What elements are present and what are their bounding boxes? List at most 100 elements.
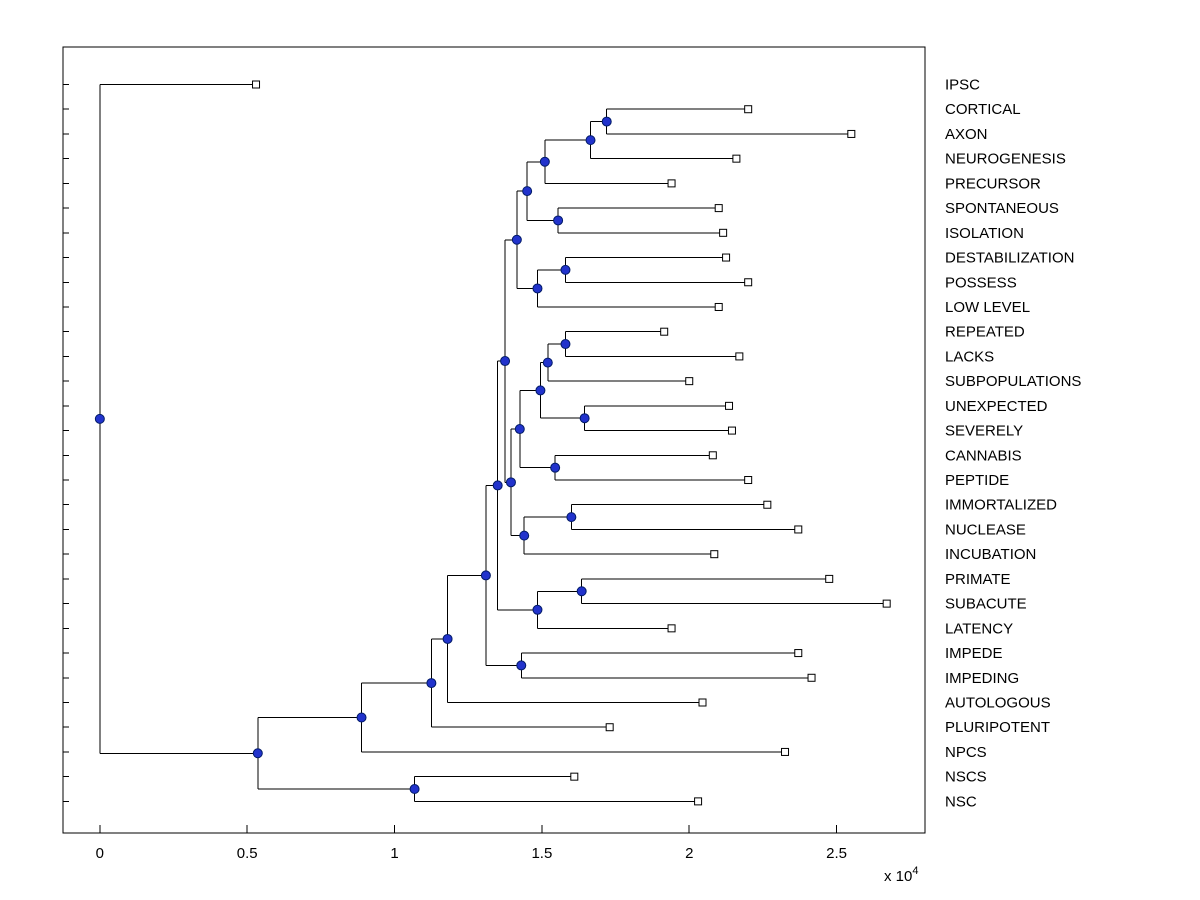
- leaf-marker: [714, 302, 723, 311]
- internal-node-marker: [409, 784, 420, 795]
- leaf-marker: [732, 154, 741, 163]
- leaf-label: CORTICAL: [945, 101, 1021, 118]
- x-tick-label: 2: [685, 845, 693, 862]
- leaf-marker: [685, 377, 694, 386]
- leaf-marker: [722, 253, 731, 262]
- leaf-label: PEPTIDE: [945, 472, 1009, 489]
- x-axis: 0 0.5 1 1.5 2 2.5 x 104: [96, 825, 918, 885]
- internal-node-marker: [252, 748, 263, 759]
- leaf-marker: [570, 772, 579, 781]
- leaf-marker: [708, 451, 717, 460]
- leaf-marker: [763, 500, 772, 509]
- internal-node-marker: [94, 413, 105, 424]
- leaf-marker: [725, 401, 734, 410]
- internal-node-marker: [492, 480, 503, 491]
- leaf-label: PRECURSOR: [945, 175, 1041, 192]
- internal-node-marker: [560, 339, 571, 350]
- x-tick-label: 2.5: [826, 845, 847, 862]
- leaf-marker: [667, 179, 676, 188]
- leaf-marker: [667, 624, 676, 633]
- leaf-marker: [794, 525, 803, 534]
- leaf-label: DESTABILIZATION: [945, 250, 1074, 267]
- leaf-marker: [807, 673, 816, 682]
- leaf-marker: [847, 129, 856, 138]
- leaf-label: POSSESS: [945, 274, 1017, 291]
- internal-node-marker: [442, 633, 453, 644]
- leaf-label: PLURIPOTENT: [945, 719, 1050, 736]
- leaf-marker: [719, 228, 728, 237]
- internal-node-marker: [500, 356, 511, 367]
- leaf-label: NSC: [945, 793, 977, 810]
- leaf-marker: [727, 426, 736, 435]
- leaf-marker: [605, 723, 614, 732]
- leaf-label: IMPEDING: [945, 670, 1019, 687]
- plot-box: [62, 46, 926, 834]
- x-tick-label: 1: [390, 845, 398, 862]
- leaf-marker: [744, 105, 753, 114]
- markers: [94, 80, 891, 806]
- internal-node-marker: [519, 530, 530, 541]
- leaf-label: NUCLEASE: [945, 521, 1026, 538]
- leaf-label: IMPEDE: [945, 645, 1003, 662]
- leaf-label: NSCS: [945, 769, 987, 786]
- internal-node-marker: [532, 604, 543, 615]
- internal-node-marker: [426, 678, 437, 689]
- leaf-label: AXON: [945, 126, 988, 143]
- leaf-marker: [825, 574, 834, 583]
- leaf-marker: [252, 80, 261, 89]
- internal-node-marker: [505, 477, 516, 488]
- internal-node-marker: [579, 413, 590, 424]
- internal-node-marker: [522, 186, 533, 197]
- leaf-labels: IPSC CORTICAL AXON NEUROGENESIS PRECURSOR SPO…: [945, 77, 1081, 811]
- internal-node-marker: [532, 283, 543, 294]
- leaf-label: CANNABIS: [945, 447, 1022, 464]
- x-tick-label: 0: [96, 845, 104, 862]
- leaf-label: IPSC: [945, 77, 980, 94]
- internal-node-marker: [576, 586, 587, 597]
- leaf-marker: [694, 797, 703, 806]
- y-axis: [63, 84, 69, 802]
- leaf-label: NEUROGENESIS: [945, 151, 1066, 168]
- internal-node-marker: [585, 135, 596, 146]
- internal-node-marker: [480, 570, 491, 581]
- internal-node-marker: [566, 512, 577, 523]
- leaf-marker: [714, 204, 723, 213]
- leaf-label: ISOLATION: [945, 225, 1024, 242]
- leaf-marker: [744, 476, 753, 485]
- leaf-marker: [660, 327, 669, 336]
- leaf-marker: [744, 278, 753, 287]
- leaf-label: SUBPOPULATIONS: [945, 373, 1081, 390]
- x-tick-label: 1.5: [531, 845, 552, 862]
- leaf-marker: [794, 649, 803, 658]
- leaf-label: PRIMATE: [945, 571, 1011, 588]
- internal-node-marker: [514, 424, 525, 435]
- x-axis-exponent-label: x 104: [884, 865, 918, 885]
- leaf-marker: [882, 599, 891, 608]
- internal-node-marker: [516, 660, 527, 671]
- internal-node-marker: [539, 156, 550, 167]
- leaf-label: LACKS: [945, 348, 994, 365]
- internal-node-marker: [601, 116, 612, 127]
- leaf-label: NPCS: [945, 744, 987, 761]
- internal-node-marker: [550, 462, 561, 473]
- leaf-label: UNEXPECTED: [945, 398, 1048, 415]
- leaf-label: SUBACUTE: [945, 596, 1027, 613]
- leaf-label: LATENCY: [945, 620, 1013, 637]
- internal-node-marker: [356, 712, 367, 723]
- internal-node-marker: [511, 234, 522, 245]
- leaf-marker: [781, 747, 790, 756]
- internal-node-marker: [542, 357, 553, 368]
- internal-node-marker: [560, 264, 571, 275]
- x-tick-label: 0.5: [237, 845, 258, 862]
- leaf-label: REPEATED: [945, 324, 1025, 341]
- leaf-marker: [710, 550, 719, 559]
- internal-node-marker: [535, 385, 546, 396]
- leaf-label: AUTOLOGOUS: [945, 695, 1051, 712]
- internal-node-marker: [553, 215, 564, 226]
- leaf-label: IMMORTALIZED: [945, 497, 1057, 514]
- leaf-label: SPONTANEOUS: [945, 200, 1059, 217]
- leaf-marker: [698, 698, 707, 707]
- leaf-label: INCUBATION: [945, 546, 1036, 563]
